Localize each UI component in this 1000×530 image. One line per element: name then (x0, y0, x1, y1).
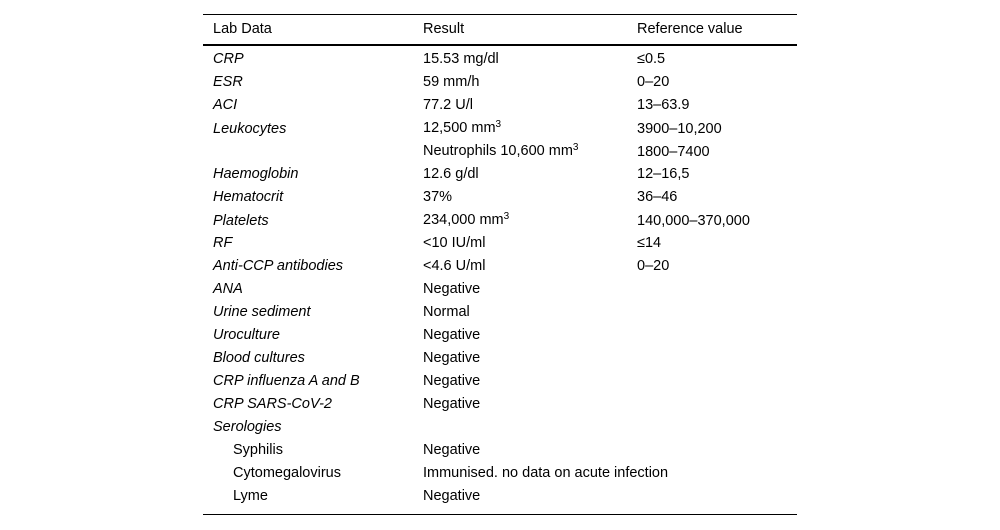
result-value: 15.53 mg/dl (423, 51, 499, 67)
result-superscript: 3 (503, 211, 510, 222)
reference-value: 0–20 (637, 258, 670, 274)
table-row: Platelets 234,000 mm3 140,000–370,000 (203, 209, 797, 232)
table-row: RF <10 IU/ml ≤14 (203, 232, 797, 255)
reference-value: 0–20 (637, 74, 670, 90)
lab-name: ANA (213, 281, 243, 297)
column-header-lab-data: Lab Data (213, 21, 272, 37)
lab-name: ESR (213, 74, 243, 90)
table-row: CRP SARS-CoV-2 Negative (203, 393, 797, 416)
reference-value: 12–16,5 (637, 166, 690, 182)
result-value: Negative (423, 327, 481, 343)
lab-name: Syphilis (233, 442, 283, 458)
table-row: Anti-CCP antibodies <4.6 U/ml 0–20 (203, 255, 797, 278)
lab-name: Anti-CCP antibodies (213, 258, 344, 274)
result-value: 12.6 g/dl (423, 166, 479, 182)
result-value: Negative (423, 396, 481, 412)
reference-value: ≤0.5 (637, 51, 666, 67)
reference-value: ≤14 (637, 235, 662, 251)
lab-name: Cytomegalovirus (233, 465, 341, 481)
lab-name: Serologies (213, 419, 282, 435)
reference-value: 13–63.9 (637, 97, 690, 113)
lab-name: RF (213, 235, 233, 251)
result-value: Immunised. no data on acute infection (423, 465, 669, 481)
table-row: Urine sediment Normal (203, 301, 797, 324)
table-row: CRP influenza A and B Negative (203, 370, 797, 393)
result-value: Negative (423, 350, 481, 366)
result-value: Neutrophils 10,600 mm (423, 143, 573, 159)
result-value: <4.6 U/ml (423, 258, 486, 274)
table-body: CRP 15.53 mg/dl ≤0.5 ESR 59 mm/h 0–20 AC… (203, 46, 797, 514)
reference-value: 140,000–370,000 (637, 212, 750, 229)
lab-name: Haemoglobin (213, 166, 299, 182)
table-row: Serologies (203, 416, 797, 439)
lab-name: Leukocytes (213, 120, 287, 137)
table-row: Leukocytes 12,500 mm3 3900–10,200 (203, 117, 797, 140)
lab-name: CRP influenza A and B (213, 373, 360, 389)
reference-value: 1800–7400 (637, 143, 710, 160)
table-row: Syphilis Negative (203, 439, 797, 462)
reference-value: 36–46 (637, 189, 678, 205)
table-row: CRP 15.53 mg/dl ≤0.5 (203, 48, 797, 71)
result-value: Negative (423, 281, 481, 297)
result-value: 12,500 mm (423, 120, 496, 136)
reference-value: 3900–10,200 (637, 120, 722, 137)
result-value: Normal (423, 304, 470, 320)
result-value: Negative (423, 442, 481, 458)
lab-name: Uroculture (213, 327, 280, 343)
table-row: ESR 59 mm/h 0–20 (203, 71, 797, 94)
result-superscript: 3 (495, 119, 502, 130)
table-row: Lyme Negative (203, 485, 797, 508)
lab-name: CRP (213, 51, 244, 67)
column-header-reference-value: Reference value (637, 21, 743, 37)
result-value: 37% (423, 189, 453, 205)
lab-name: Urine sediment (213, 304, 311, 320)
lab-name: Blood cultures (213, 350, 305, 366)
table-row: Haemoglobin 12.6 g/dl 12–16,5 (203, 163, 797, 186)
result-value: 234,000 mm (423, 212, 504, 228)
result-superscript: 3 (572, 142, 579, 153)
table-row: Cytomegalovirus Immunised. no data on ac… (203, 462, 797, 485)
lab-name: Platelets (213, 212, 269, 229)
table-row: Blood cultures Negative (203, 347, 797, 370)
result-value: 59 mm/h (423, 74, 480, 90)
table-row: Uroculture Negative (203, 324, 797, 347)
result-value: <10 IU/ml (423, 235, 486, 251)
lab-name: Hematocrit (213, 189, 284, 205)
table-row: Hematocrit 37% 36–46 (203, 186, 797, 209)
table-row: Neutrophils 10,600 mm3 1800–7400 (203, 140, 797, 163)
table-row: ANA Negative (203, 278, 797, 301)
lab-name: Lyme (233, 488, 268, 504)
lab-name: CRP SARS-CoV-2 (213, 396, 332, 412)
result-value: Negative (423, 373, 481, 389)
column-header-result: Result (423, 21, 465, 37)
result-value: 77.2 U/l (423, 97, 473, 113)
lab-name: ACI (213, 97, 238, 113)
result-value: Negative (423, 488, 481, 504)
table-header-row: Lab Data Result Reference value (203, 15, 797, 46)
lab-data-table: Lab Data Result Reference value CRP 15.5… (203, 14, 797, 515)
table-row: ACI 77.2 U/l 13–63.9 (203, 94, 797, 117)
